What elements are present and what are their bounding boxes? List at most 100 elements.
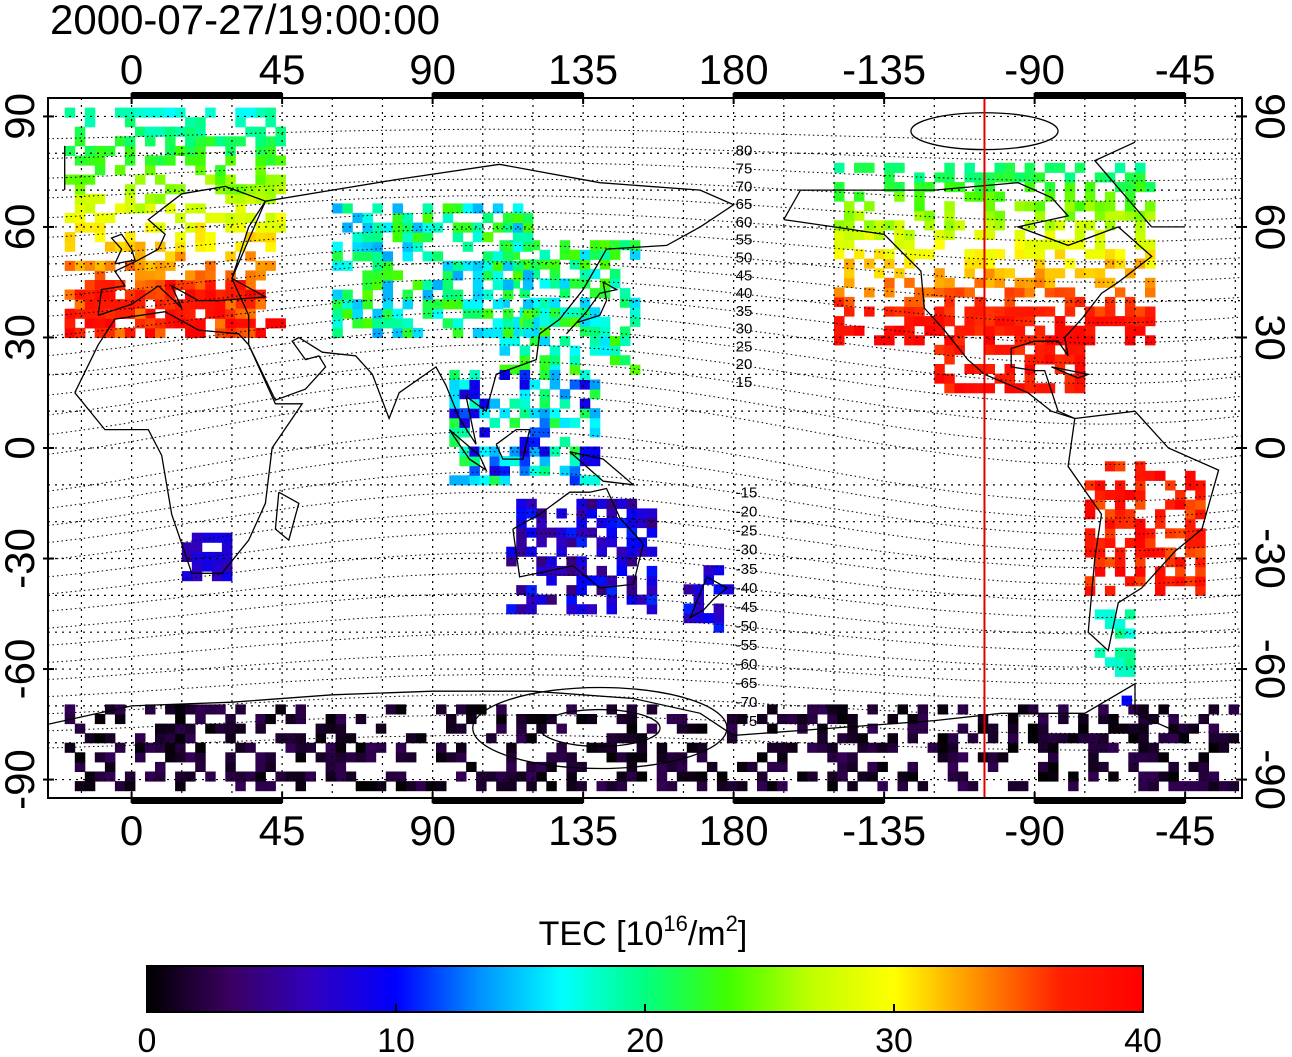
- tec-pixel: [566, 585, 577, 596]
- tec-pixel: [516, 546, 527, 557]
- tec-pixel: [265, 107, 276, 118]
- maglat-contour: [48, 451, 1242, 519]
- lon-label: 135: [548, 46, 618, 93]
- tec-pixel: [837, 714, 848, 725]
- tec-pixel: [1058, 704, 1069, 715]
- tec-pixel: [1104, 657, 1116, 668]
- tec-pixel: [994, 268, 1005, 279]
- tec-region-australia: [506, 498, 658, 615]
- maglat-contour: [48, 162, 1242, 182]
- tec-pixel: [576, 508, 587, 519]
- tec-pixel: [285, 771, 296, 782]
- tec-pixel: [402, 241, 413, 252]
- tec-pixel: [1054, 249, 1066, 260]
- tec-pixel: [195, 117, 206, 128]
- tec-pixel: [382, 280, 393, 291]
- tec-pixel: [984, 277, 995, 288]
- tec-pixel: [894, 306, 905, 317]
- tec-pixel: [1135, 547, 1146, 558]
- tec-pixel: [596, 537, 607, 548]
- maglat-label: 15: [736, 374, 753, 391]
- tec-pixel: [616, 556, 628, 567]
- tec-pixel: [954, 383, 965, 394]
- tec-pixel: [64, 212, 76, 223]
- tec-pixel: [964, 249, 975, 260]
- tec-pixel: [1074, 344, 1086, 355]
- maglat-label: 20: [736, 356, 753, 373]
- tec-pixel: [145, 270, 156, 281]
- tec-pixel: [1094, 316, 1106, 327]
- tec-pixel: [195, 289, 206, 300]
- tec-pixel: [1128, 704, 1139, 715]
- tec-pixel: [145, 771, 156, 782]
- tec-pixel: [539, 278, 551, 289]
- tec-pixel: [1124, 490, 1136, 501]
- tec-pixel: [456, 742, 467, 753]
- tec-pixel: [974, 296, 985, 307]
- tec-pixel: [1138, 742, 1149, 753]
- tec-pixel: [549, 297, 561, 308]
- tec-pixel: [1044, 229, 1056, 240]
- tec-pixel: [522, 299, 534, 310]
- tec-pixel: [84, 260, 96, 271]
- tec-pixel: [844, 201, 855, 212]
- coastline-southamerica: [1067, 410, 1220, 652]
- tec-pixel: [579, 316, 591, 327]
- tec-pixel: [626, 556, 638, 567]
- tec-pixel: [539, 297, 551, 308]
- tec-pixel: [934, 325, 945, 336]
- tec-pixel: [636, 771, 648, 782]
- maglat-label: -40: [736, 580, 758, 597]
- tec-pixel: [726, 733, 738, 744]
- tec-pixel: [195, 704, 206, 715]
- tec-pixel: [559, 417, 571, 428]
- tec-pixel: [365, 781, 377, 792]
- tec-pixel: [964, 287, 975, 298]
- tec-pixel: [195, 222, 206, 233]
- tec-pixel: [1108, 714, 1119, 725]
- tec-pixel: [145, 318, 156, 329]
- tec-pixel: [402, 212, 413, 223]
- tec-pixel: [984, 210, 995, 221]
- tec-pixel: [536, 565, 547, 576]
- tec-pixel: [325, 742, 337, 753]
- tec-pixel: [124, 308, 136, 319]
- tec-pixel: [342, 308, 353, 319]
- tec-pixel: [275, 733, 286, 744]
- tec-pixel: [1044, 277, 1056, 288]
- tec-pixel: [362, 299, 373, 310]
- tec-pixel: [235, 212, 246, 223]
- tec-pixel: [175, 318, 186, 329]
- tec-pixel: [1145, 210, 1156, 221]
- tec-pixel: [1084, 576, 1096, 587]
- tec-pixel: [104, 318, 116, 329]
- tec-pixel: [499, 456, 510, 467]
- tec-pixel: [469, 408, 480, 419]
- tec-pixel: [646, 546, 658, 557]
- tec-pixel: [235, 327, 246, 338]
- tec-pixel: [519, 408, 531, 419]
- tec-pixel: [569, 456, 581, 467]
- tec-pixel: [492, 280, 504, 291]
- tec-pixel: [529, 307, 541, 318]
- tec-pixel: [703, 565, 714, 576]
- maglat-contour: [48, 694, 1242, 718]
- tec-pixel: [984, 172, 995, 183]
- tec-pixel: [489, 456, 500, 467]
- tec-pixel: [104, 733, 116, 744]
- tec-pixel: [516, 508, 527, 519]
- tec-pixel: [392, 318, 403, 329]
- tec-pixel: [221, 532, 233, 543]
- frame-band: [733, 798, 885, 804]
- tec-pixel: [225, 222, 236, 233]
- tec-pixel: [1094, 277, 1106, 288]
- tec-pixel: [1145, 306, 1156, 317]
- tec-pixel: [502, 260, 514, 271]
- tec-pixel: [64, 241, 76, 252]
- tec-pixel: [516, 714, 527, 725]
- tec-pixel: [135, 260, 146, 271]
- tec-pixel: [94, 752, 106, 763]
- tec-pixel: [94, 222, 106, 233]
- tec-pixel: [864, 201, 875, 212]
- tec-pixel: [1218, 781, 1230, 792]
